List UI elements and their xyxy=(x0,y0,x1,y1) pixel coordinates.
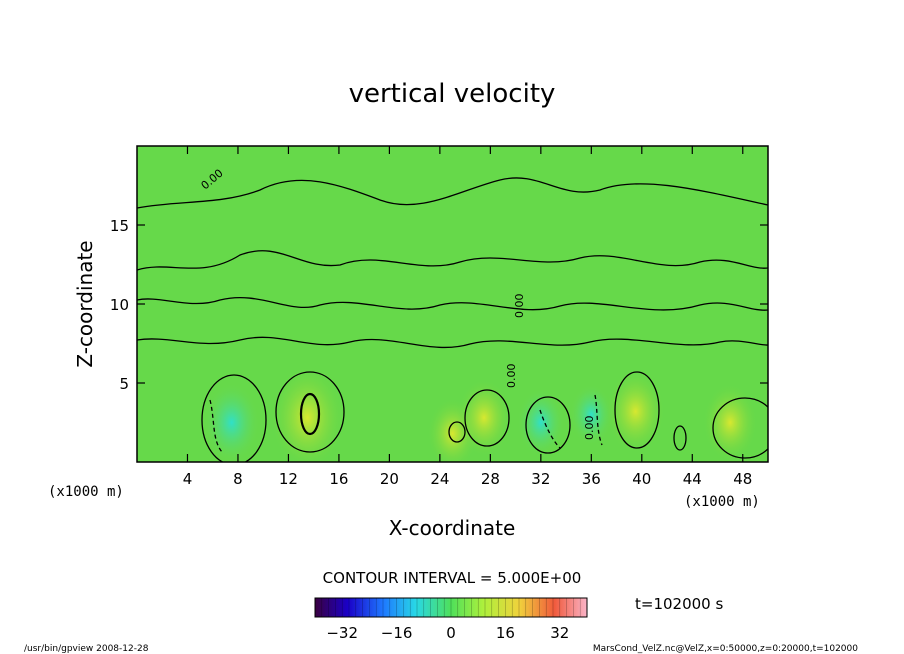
x-tick-label: 48 xyxy=(733,470,752,488)
colorbar-tick-label: 32 xyxy=(550,624,569,642)
x-axis-label: X-coordinate xyxy=(389,516,516,540)
x-tick-label: 12 xyxy=(279,470,298,488)
plot-area: 0.00 0.00 0.00 0.00 4 8 12 16 20 24 28 32 36 40 44… xyxy=(110,145,769,488)
contour-lines xyxy=(137,177,768,462)
x-unit-label-left: (x1000 m) xyxy=(48,484,124,500)
x-tick-label: 44 xyxy=(683,470,702,488)
colorbar-tick-label: −32 xyxy=(326,624,358,642)
field-feature xyxy=(569,383,614,447)
x-tick-label: 16 xyxy=(329,470,348,488)
field-features xyxy=(202,366,757,462)
colorbar-tick-label: 0 xyxy=(446,624,456,642)
field-feature xyxy=(606,370,665,453)
time-label: t=102000 s xyxy=(635,595,723,613)
field-feature xyxy=(703,384,757,461)
chart-title: vertical velocity xyxy=(349,79,556,109)
contour-interval-label: CONTOUR INTERVAL = 5.000E+00 xyxy=(323,569,582,587)
x-tick-label: 4 xyxy=(183,470,193,488)
y-axis-label: Z-coordinate xyxy=(73,240,97,367)
x-tick-label: 28 xyxy=(481,470,500,488)
x-unit-label-right: (x1000 m) xyxy=(684,494,760,510)
contour-label: 0.00 xyxy=(583,416,596,441)
colorbar-ticks: −32 −16 0 16 32 xyxy=(314,598,588,642)
contour-label: 0.00 xyxy=(505,364,518,389)
colorbar: −32 −16 0 16 32 xyxy=(314,597,588,642)
x-tick-label: 8 xyxy=(233,470,243,488)
contour-label: 0.00 xyxy=(513,294,526,319)
x-tick-label: 20 xyxy=(380,470,399,488)
colorbar-tick-label: 16 xyxy=(496,624,515,642)
x-tick-label: 36 xyxy=(582,470,601,488)
x-axis-ticks: 4 8 12 16 20 24 28 32 36 40 44 48 xyxy=(183,146,752,488)
y-tick-label: 10 xyxy=(110,296,129,314)
x-tick-label: 24 xyxy=(430,470,449,488)
x-tick-label: 40 xyxy=(632,470,651,488)
y-axis-ticks: 5 10 15 xyxy=(110,217,768,393)
y-tick-label: 15 xyxy=(110,217,129,235)
y-tick-label: 5 xyxy=(119,375,129,393)
footer-left: /usr/bin/gpview 2008-12-28 xyxy=(24,644,149,654)
field-feature xyxy=(271,366,343,462)
x-tick-label: 32 xyxy=(531,470,550,488)
colorbar-tick-label: −16 xyxy=(381,624,413,642)
footer-right: MarsCond_VelZ.nc@VelZ,x=0:50000,z=0:2000… xyxy=(593,644,858,654)
